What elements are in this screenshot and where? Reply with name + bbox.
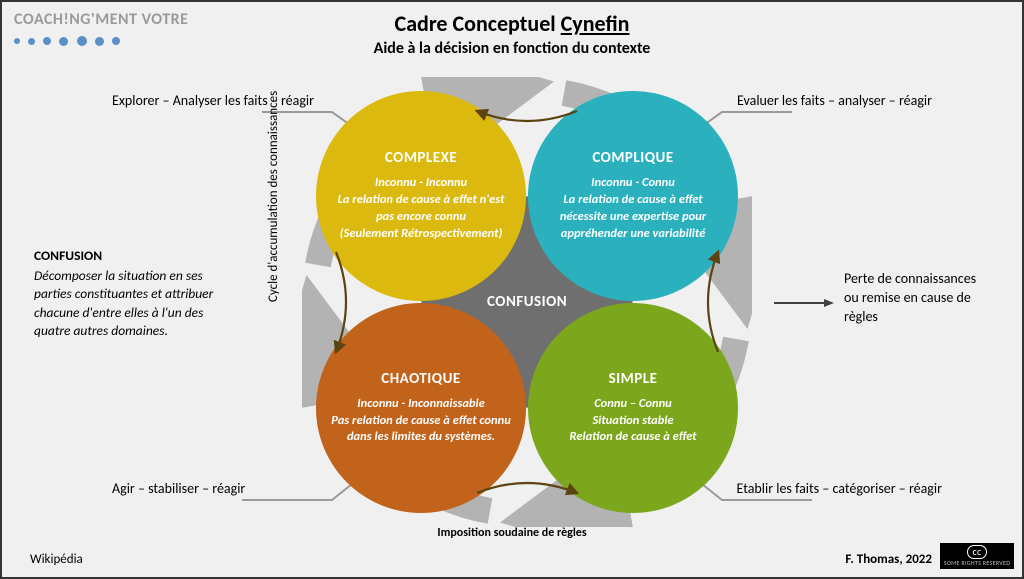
confusion-block-body: Décomposer la situation en ses parties c…	[34, 267, 213, 339]
bottom-label: Imposition soudaine de règles	[2, 526, 1022, 540]
note-top-left: Explorer – Analyser les faits – réagir	[112, 92, 314, 109]
footer-source: Wikipédia	[30, 552, 83, 567]
confusion-block-title: CONFUSION	[34, 247, 234, 265]
footer-author: F. Thomas, 2022	[845, 552, 932, 567]
circle-simple-title: SIMPLE	[609, 370, 658, 388]
circle-chaotique: CHAOTIQUE Inconnu - InconnaissablePas re…	[316, 303, 526, 513]
circle-complique-title: COMPLIQUE	[592, 149, 673, 167]
right-block: Perte de connaissances ou remise en caus…	[844, 270, 994, 327]
confusion-diamond-label: CONFUSION	[487, 293, 567, 311]
circle-complexe-body: Inconnu - InconnuLa relation de cause à …	[328, 175, 514, 243]
cc-text: SOME RIGHTS RESERVED	[944, 560, 1010, 567]
circle-complique-body: Inconnu - ConnuLa relation de cause à ef…	[540, 175, 726, 243]
side-label-left: Cycle d'accumulation des connaissances	[266, 91, 281, 302]
circle-simple: SIMPLE Connu – ConnuSituation stableRela…	[528, 303, 738, 513]
circle-chaotique-body: Inconnu - InconnaissablePas relation de …	[328, 396, 514, 447]
circle-chaotique-title: CHAOTIQUE	[381, 370, 460, 388]
title-sub: Aide à la décision en fonction du contex…	[2, 39, 1022, 58]
slide: COACH!NG'MENT VOTRE Cadre Conceptuel Cyn…	[0, 0, 1024, 579]
circle-complexe: COMPLEXE Inconnu - InconnuLa relation de…	[316, 91, 526, 301]
right-arrow-icon	[774, 299, 834, 307]
circle-complexe-title: COMPLEXE	[385, 149, 457, 167]
cc-symbol: cc	[967, 545, 986, 559]
cc-badge: cc SOME RIGHTS RESERVED	[940, 543, 1014, 569]
note-top-right: Evaluer les faits – analyser – réagir	[737, 92, 932, 109]
page-title: Cadre Conceptuel Cynefin Aide à la décis…	[2, 10, 1022, 58]
cynefin-diagram: CONFUSION COMPLEXE Inconnu - InconnuLa r…	[302, 77, 752, 527]
note-bottom-left: Agir – stabiliser – réagir	[112, 480, 245, 497]
circle-complique: COMPLIQUE Inconnu - ConnuLa relation de …	[528, 91, 738, 301]
title-main-pre: Cadre Conceptuel	[395, 10, 561, 37]
circle-simple-body: Connu – ConnuSituation stableRelation de…	[570, 396, 697, 447]
confusion-block: CONFUSION Décomposer la situation en ses…	[34, 247, 234, 340]
title-main-underlined: Cynefin	[561, 10, 630, 37]
note-bottom-right: Etablir les faits – catégoriser – réagir	[737, 480, 942, 497]
